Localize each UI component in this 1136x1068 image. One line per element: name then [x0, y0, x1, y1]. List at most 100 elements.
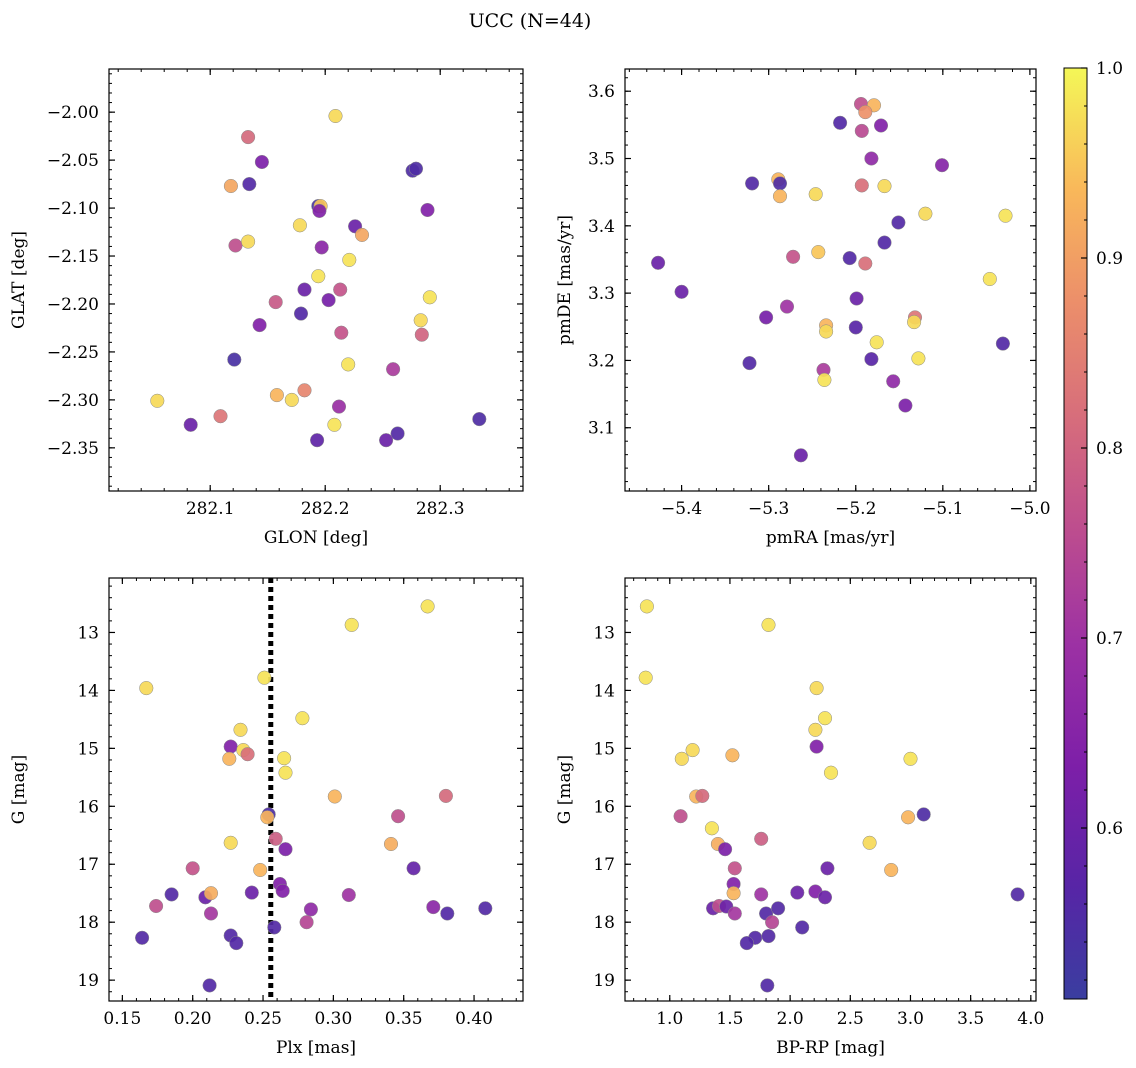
y-tick-label: 15: [77, 739, 99, 759]
data-point: [321, 293, 336, 308]
data-point: [254, 154, 269, 170]
panel-glon-glat: 282.1 282.2 282.3 −2.35 −2.30 −2.25 −2.20 −2.15…: [9, 68, 524, 548]
y-axis-label: GLAT [deg]: [9, 231, 29, 329]
data-point: [901, 810, 916, 825]
data-point: [849, 291, 864, 306]
y-tick-label: −2.30: [47, 391, 99, 411]
data-point: [241, 130, 256, 145]
data-point: [916, 807, 931, 822]
plot-frame: [108, 68, 524, 492]
data-point: [848, 320, 863, 335]
data-point: [638, 670, 653, 685]
data-point: [854, 123, 869, 138]
y-tick-label: 19: [593, 971, 615, 991]
data-point: [765, 915, 780, 930]
data-point: [223, 835, 238, 850]
data-point: [260, 810, 275, 825]
data-point: [808, 187, 823, 202]
data-point: [328, 108, 343, 124]
data-point: [383, 836, 399, 852]
data-point: [341, 357, 356, 372]
x-tick-label: 282.2: [301, 499, 350, 519]
x-tick-label: 1.0: [656, 1009, 683, 1029]
data-point: [877, 179, 892, 194]
data-point: [257, 670, 272, 685]
y-tick-label: −2.00: [47, 103, 99, 123]
data-point: [228, 238, 243, 253]
data-point: [277, 751, 292, 766]
data-point: [817, 372, 832, 387]
data-point: [478, 901, 493, 916]
data-point: [303, 902, 318, 917]
y-axis-label: G [mag]: [555, 755, 575, 824]
data-point: [754, 831, 769, 846]
data-point: [727, 906, 742, 921]
y-tick-label: 14: [77, 681, 99, 701]
x-tick-label: 1.5: [716, 1009, 743, 1029]
x-tick-label: 0.20: [174, 1009, 212, 1029]
data-point: [472, 412, 487, 427]
data-point: [918, 206, 933, 221]
data-point: [379, 433, 394, 448]
data-point: [252, 318, 267, 333]
data-point: [284, 392, 299, 407]
y-tick-label: 15: [593, 739, 615, 759]
x-axis-label: GLON [deg]: [264, 528, 368, 548]
y-tick-label: 3.2: [588, 351, 615, 371]
data-point: [244, 885, 259, 900]
data-point: [786, 249, 801, 264]
data-point: [760, 978, 775, 993]
data-point: [278, 765, 293, 780]
data-point: [267, 920, 282, 935]
colorbar-gradient: [1063, 67, 1088, 1000]
data-point: [772, 176, 788, 191]
data-point: [727, 861, 742, 876]
data-point: [386, 362, 401, 377]
data-point: [695, 788, 710, 803]
colorbar: 0.6 0.7 0.8 0.9 1.0: [1063, 59, 1123, 1000]
data-point: [149, 898, 164, 914]
data-point: [858, 256, 873, 271]
y-axis-label: pmDE [mas/yr]: [555, 215, 575, 345]
x-tick-label: 4.0: [1017, 1009, 1044, 1029]
data-point: [811, 245, 826, 260]
data-point: [183, 417, 198, 432]
data-point: [164, 887, 179, 902]
data-point: [674, 751, 689, 766]
data-point: [869, 335, 884, 350]
plot-frame: [108, 577, 524, 1002]
y-tick-label: 14: [593, 681, 615, 701]
data-point: [354, 227, 370, 242]
data-point: [725, 748, 740, 763]
x-tick-label: −5.2: [835, 499, 876, 519]
x-tick-label: 2.0: [777, 1009, 804, 1029]
data-point: [229, 936, 244, 951]
x-tick-label: −5.1: [922, 499, 963, 519]
data-point: [819, 324, 834, 339]
data-point: [223, 178, 238, 194]
data-point: [995, 336, 1010, 351]
data-point: [408, 161, 424, 176]
panel-pmra-pmde: −5.4 −5.3 −5.2 −5.1 −5.0 3.1 3.2 3.3 3.4 3.5 3.6 pm…: [555, 68, 1051, 548]
x-axis-label: Plx [mas]: [276, 1038, 356, 1058]
data-point: [202, 978, 217, 993]
data-point: [809, 681, 824, 696]
data-point: [420, 202, 435, 218]
data-point: [222, 751, 237, 766]
data-point: [203, 886, 219, 901]
data-point: [240, 747, 255, 762]
data-point: [327, 789, 342, 804]
data-point: [438, 788, 453, 803]
data-point: [331, 399, 347, 414]
data-point: [903, 751, 918, 766]
data-point: [793, 448, 808, 463]
y-tick-label: 3.5: [588, 150, 615, 170]
data-point: [341, 887, 356, 903]
data-point: [223, 739, 238, 754]
data-point: [426, 900, 441, 915]
data-point: [413, 313, 428, 328]
data-point: [390, 426, 405, 441]
data-point: [808, 722, 823, 737]
x-tick-label: 0.35: [385, 1009, 423, 1029]
y-tick-label: −2.05: [47, 151, 99, 171]
